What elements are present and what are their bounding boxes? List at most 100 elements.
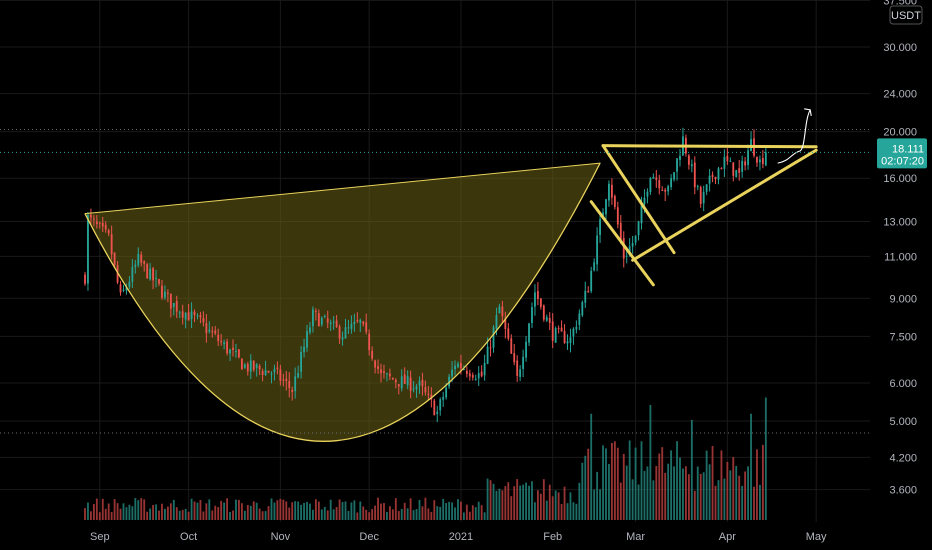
candle: [134, 259, 137, 274]
candle: [137, 247, 140, 268]
candle: [261, 368, 264, 382]
candle: [199, 311, 202, 324]
candle: [448, 373, 451, 389]
volume-bar: [682, 468, 684, 520]
resistance-trendline[interactable]: [601, 144, 818, 149]
candle: [335, 315, 338, 328]
handle-trendline[interactable]: [601, 144, 676, 255]
volume-bar: [501, 490, 504, 520]
volume-bar: [761, 444, 764, 520]
volume-bar: [161, 503, 163, 520]
candle: [285, 371, 288, 391]
volume-bar: [368, 512, 371, 520]
volume-bar: [205, 503, 208, 520]
candle: [705, 184, 708, 196]
candle: [264, 360, 267, 376]
cup-curve[interactable]: [84, 162, 601, 442]
volume-bar: [554, 490, 557, 520]
support-trendline[interactable]: [631, 148, 818, 262]
volume-bar: [116, 503, 119, 520]
volume-bar: [211, 510, 214, 520]
volume-bar: [702, 472, 705, 520]
quote-unit-label[interactable]: USDT: [889, 5, 923, 25]
volume-bar: [220, 500, 223, 520]
candle: [193, 309, 196, 323]
candle: [164, 285, 166, 300]
volume-bar: [380, 503, 382, 520]
candle: [143, 260, 146, 272]
candle: [252, 360, 255, 372]
candle: [240, 358, 243, 370]
volume-bar: [131, 506, 134, 520]
candle: [610, 178, 613, 205]
price-axis-background[interactable]: [870, 0, 932, 550]
candle: [211, 326, 214, 338]
volume-bar: [436, 506, 439, 520]
volume-bar: [575, 503, 578, 520]
candle: [474, 374, 477, 381]
candle: [726, 148, 729, 165]
candle: [152, 266, 155, 290]
volume-bar: [640, 441, 643, 520]
candle: [362, 320, 365, 327]
volume-bar: [655, 465, 658, 520]
volume-bar: [122, 503, 125, 520]
candle: [166, 289, 169, 303]
candle: [146, 262, 149, 279]
candle: [554, 326, 557, 343]
volume-bar: [196, 502, 199, 520]
candle: [312, 306, 314, 333]
cup-area: [85, 163, 601, 442]
volume-bar: [166, 506, 169, 520]
candle: [690, 159, 693, 173]
volume-bar: [87, 502, 89, 520]
volume-bar: [729, 470, 732, 520]
candle: [720, 167, 723, 170]
volume-bar: [637, 484, 640, 520]
breakout-arrow[interactable]: [777, 109, 811, 164]
candle: [457, 361, 459, 369]
volume-bar: [365, 509, 368, 520]
candle: [708, 169, 711, 192]
candle: [282, 373, 285, 387]
candle: [454, 360, 456, 376]
candle: [149, 262, 152, 281]
candle: [673, 172, 675, 182]
candle: [699, 185, 702, 208]
candle: [101, 216, 104, 232]
horizontal-price-lines: [0, 129, 870, 434]
candle: [196, 313, 199, 320]
candle: [406, 370, 409, 390]
candle: [332, 316, 335, 330]
volume-bar: [246, 504, 249, 520]
candle: [297, 365, 300, 379]
volume-bar: [240, 503, 243, 520]
candle: [575, 320, 578, 334]
handle-trendline[interactable]: [589, 200, 655, 287]
candle: [386, 372, 388, 382]
candle: [676, 158, 678, 181]
volume-bar: [599, 489, 601, 520]
volume-bar: [279, 498, 282, 520]
candle: [522, 349, 525, 378]
volume-bar: [208, 499, 211, 520]
price-tick-label: 16.000: [883, 173, 917, 185]
volume-bar: [519, 485, 522, 520]
volume-bar: [149, 508, 152, 520]
volume-bar: [169, 503, 172, 520]
volume-bar: [525, 482, 527, 520]
candle: [246, 361, 249, 376]
volume-bar: [528, 485, 530, 520]
candle: [584, 281, 587, 308]
candle: [661, 186, 664, 191]
volume-bar: [732, 456, 735, 520]
candle: [98, 221, 101, 229]
candle: [539, 298, 542, 310]
time-axis-background[interactable]: [0, 524, 870, 550]
candle: [560, 320, 563, 332]
volume-bar: [294, 501, 297, 520]
candle: [95, 215, 98, 229]
time-axis: Sep Oct Nov Dec 2021 Feb Mar Apr May: [90, 531, 827, 543]
cup-rim-line[interactable]: [84, 162, 601, 215]
